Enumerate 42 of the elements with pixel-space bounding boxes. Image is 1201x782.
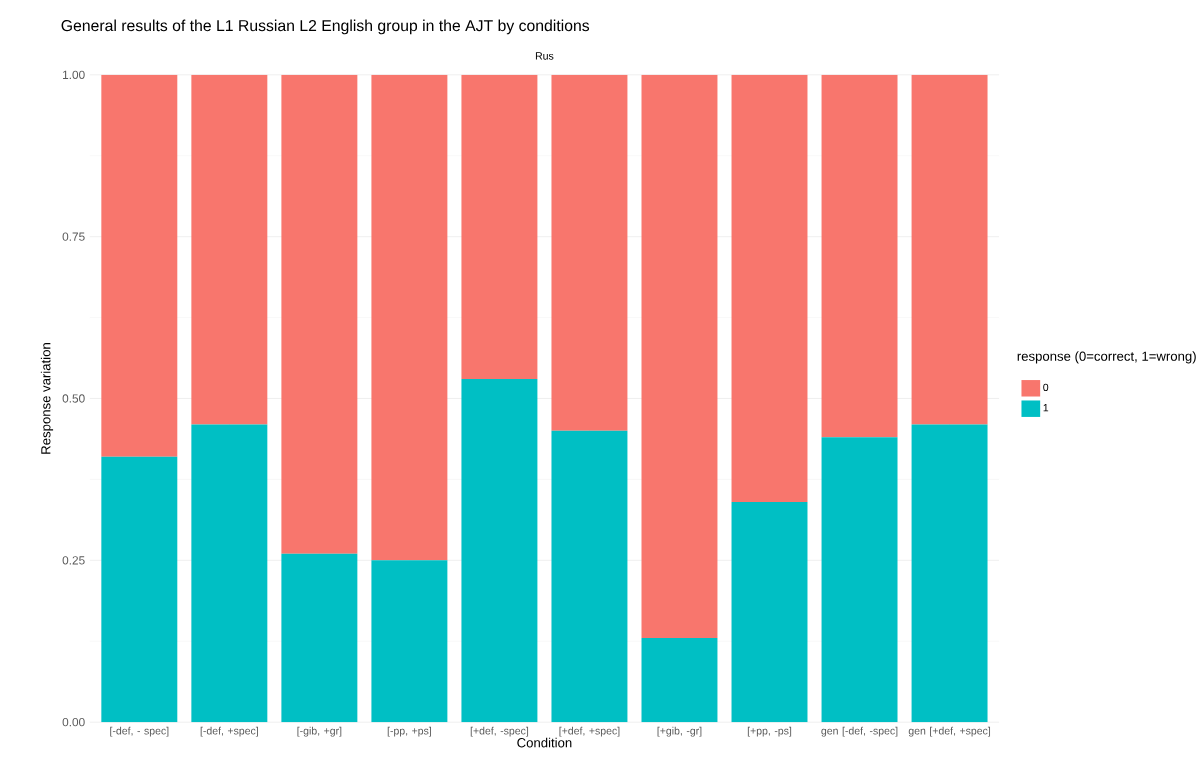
bar [821, 74, 898, 438]
bar [731, 502, 808, 723]
bar [371, 74, 448, 561]
bar [911, 424, 988, 723]
bar [551, 74, 628, 431]
bar [731, 74, 808, 503]
bar [821, 437, 898, 723]
y-tick-label: 0.25 [62, 556, 85, 565]
bar [641, 74, 718, 638]
x-tick-label: [-gib, +gr] [297, 726, 342, 737]
x-tick-label: [+def, -spec] [470, 726, 529, 737]
x-tick-label: [+pp, -ps] [747, 726, 792, 737]
x-tick-label: [-def, +spec] [200, 726, 258, 737]
x-tick-label: [+gib, -gr] [657, 726, 702, 737]
y-tick-label: 0.50 [62, 394, 85, 403]
bar [911, 74, 988, 425]
y-tick-label: 0.00 [62, 717, 85, 727]
chart-subtitle: Rus [535, 52, 554, 60]
legend-title: response (0=correct, 1=wrong) [1017, 351, 1196, 364]
bar [371, 560, 448, 723]
x-tick-label: [-def, - spec] [110, 726, 169, 737]
y-axis-title: Response variation [40, 343, 54, 454]
x-axis-title: Condition [517, 737, 572, 748]
bar [191, 74, 268, 425]
bar [551, 430, 628, 723]
bar [101, 74, 178, 457]
legend-label: 0 [1043, 383, 1049, 392]
bar [281, 553, 358, 723]
x-tick-label: gen [-def, -spec] [821, 726, 898, 737]
chart-title: General results of the L1 Russian L2 English group in the AJT by conditions [61, 19, 590, 35]
y-tick-label: 0.75 [62, 232, 85, 241]
legend-label: 1 [1043, 404, 1049, 412]
bar [281, 74, 358, 554]
x-tick-label: gen [+def, +spec] [908, 726, 991, 737]
bar [641, 637, 718, 723]
bar [101, 456, 178, 723]
y-tick-label: 1.00 [63, 70, 85, 80]
x-tick-label: [+def, +spec] [559, 726, 620, 737]
bar [461, 74, 538, 380]
x-tick-label: [-pp, +ps] [387, 726, 431, 737]
bar [461, 379, 538, 723]
bar [191, 424, 268, 723]
